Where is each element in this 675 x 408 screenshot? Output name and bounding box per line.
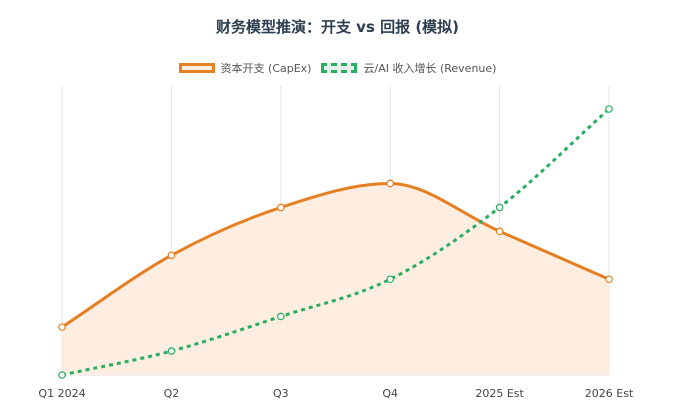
data-point-revenue [167, 347, 176, 355]
data-point-capex [167, 251, 176, 260]
x-tick-label: Q4 [382, 387, 398, 400]
data-point-capex [276, 203, 285, 212]
data-point-capex [605, 275, 613, 284]
legend-item-revenue[interactable]: 云/AI 收入增长 (Revenue) [321, 60, 496, 76]
x-tick-label: Q2 [164, 387, 180, 400]
legend-item-capex[interactable]: 资本开支 (CapEx) [178, 60, 312, 76]
series-line-capex [60, 181, 611, 329]
data-point-capex [58, 323, 66, 331]
x-tick-label: Q1 2024 [38, 387, 85, 400]
legend: 资本开支 (CapEx) 云/AI 收入增长 (Revenue) [0, 60, 675, 76]
data-point-revenue [605, 105, 613, 113]
data-point-revenue [495, 203, 504, 212]
legend-label-capex: 资本开支 (CapEx) [220, 62, 312, 75]
data-point-revenue [276, 312, 285, 321]
data-point-revenue [58, 371, 66, 379]
legend-label-revenue: 云/AI 收入增长 (Revenue) [363, 62, 497, 75]
series-line-revenue [61, 107, 611, 377]
x-tick-label: 2025 Est [475, 387, 524, 400]
data-point-revenue [386, 275, 395, 284]
x-tick-label: Q3 [273, 387, 289, 400]
legend-swatch-capex [178, 63, 215, 73]
series-area-capex [62, 183, 609, 375]
legend-swatch-revenue [321, 63, 358, 73]
data-point-capex [386, 179, 395, 188]
data-point-capex [495, 227, 504, 236]
chart-title: 财务模型推演：开支 vs 回报 (模拟) [215, 18, 460, 36]
x-tick-label: 2026 Est [585, 387, 634, 400]
